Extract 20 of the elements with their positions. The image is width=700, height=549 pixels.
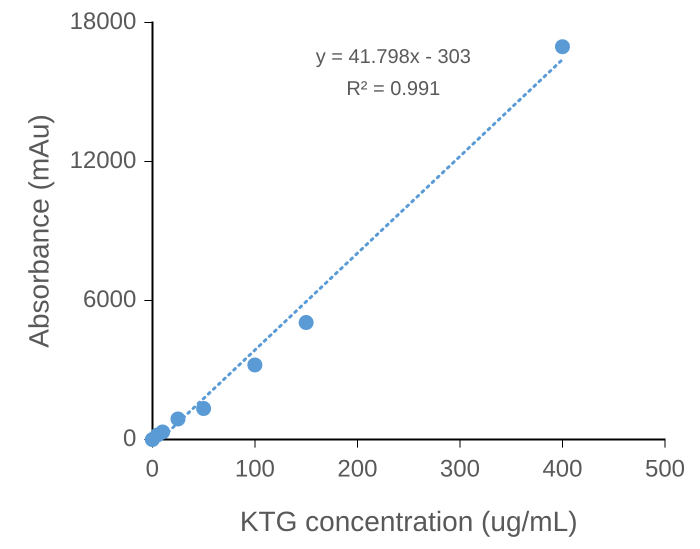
x-tick-label: 0 <box>146 456 160 483</box>
point <box>155 424 170 440</box>
x-tick-label: 300 <box>440 456 480 483</box>
y-tick-label: 18000 <box>70 8 136 36</box>
point <box>247 357 262 372</box>
x-tick-label: 400 <box>542 456 582 483</box>
y-axis-title: Absorbance (mAu) <box>24 114 55 348</box>
point <box>554 39 570 54</box>
x-tick-label: 100 <box>234 456 275 483</box>
point <box>196 401 212 416</box>
x-tick-label: 500 <box>644 456 686 483</box>
x-axis-title: KTG concentration (ug/mL) <box>240 506 578 537</box>
y-tick-label: 0 <box>122 425 136 452</box>
annotation: R² = 0.991 <box>346 78 440 100</box>
y-tick-label: 12000 <box>70 147 136 174</box>
x-tick-label: 200 <box>337 456 378 483</box>
annotation: y = 41.798x - 303 <box>316 46 471 68</box>
point <box>170 411 186 426</box>
y-tick-label: 6000 <box>82 286 136 314</box>
point <box>298 315 314 330</box>
